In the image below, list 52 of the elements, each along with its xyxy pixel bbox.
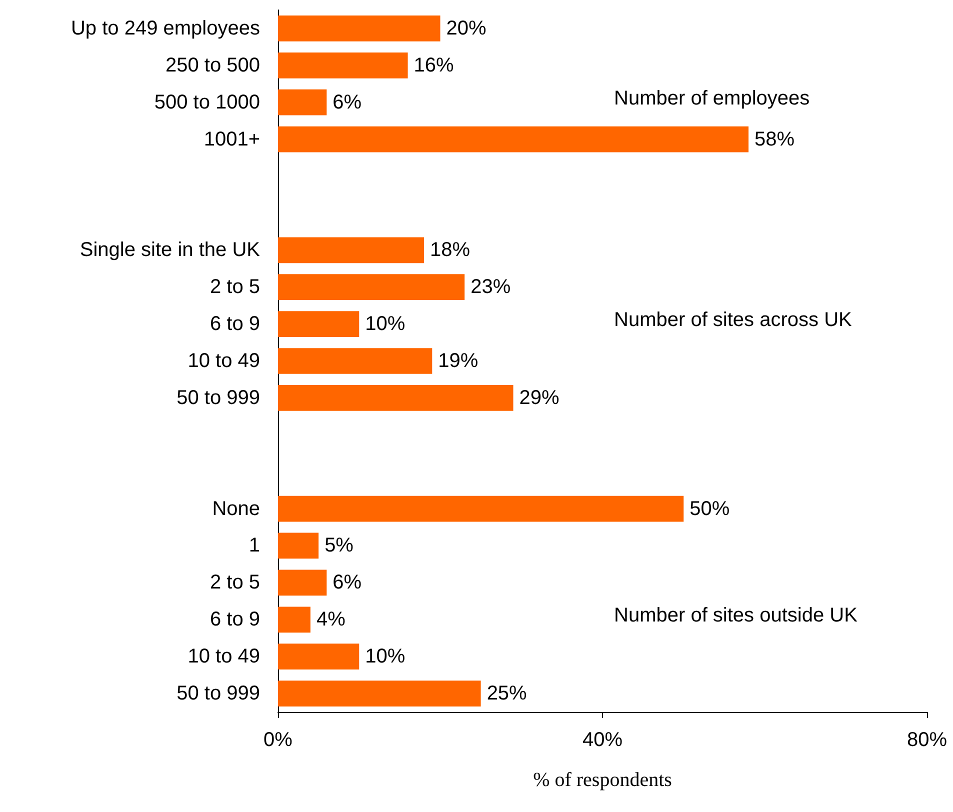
annotation: Number of employees: [614, 87, 810, 110]
data-label: 19%: [438, 350, 478, 372]
bar: [278, 644, 360, 670]
bar: [278, 680, 481, 706]
y-tick-label: 10 to 49: [188, 646, 260, 668]
y-tick-label: 50 to 999: [176, 386, 260, 409]
data-label: 20%: [446, 17, 486, 40]
data-label: 18%: [430, 239, 470, 262]
bar: [278, 52, 408, 78]
data-label: 4%: [316, 608, 346, 631]
bar: [278, 311, 360, 337]
data-label: 10%: [365, 646, 406, 668]
data-label: 25%: [486, 682, 528, 705]
data-label: 16%: [414, 54, 454, 76]
bar: [278, 89, 327, 116]
bar: [278, 274, 465, 300]
y-tick-label: Single site in the UK: [80, 239, 261, 262]
y-tick-label: 500 to 1000: [154, 91, 260, 114]
y-tick-label: 50 to 999: [176, 682, 260, 705]
data-label: 29%: [519, 386, 560, 409]
bar: [278, 496, 684, 522]
data-label: 50%: [690, 498, 730, 520]
data-label: 5%: [324, 534, 354, 557]
y-tick-label: 250 to 500: [165, 54, 260, 76]
bar: [278, 532, 319, 559]
y-tick-label: 10 to 49: [188, 350, 260, 372]
data-label: 23%: [470, 276, 511, 298]
x-axis-title: % of respondents: [533, 769, 672, 791]
annotation: Number of sites across UK: [614, 309, 853, 332]
y-tick-label: 1001+: [204, 128, 260, 150]
y-tick-label: 6 to 9: [210, 608, 260, 631]
bar: [278, 606, 310, 633]
bar: [278, 126, 749, 152]
y-tick-label: 2 to 5: [210, 276, 260, 298]
bar: [278, 570, 327, 596]
x-tick-label: 40%: [582, 729, 623, 751]
y-tick-label: 1: [248, 534, 260, 557]
bar: [278, 348, 432, 374]
y-tick-label: 6 to 9: [210, 313, 260, 336]
data-label: 6%: [332, 91, 362, 114]
y-tick-label: 2 to 5: [210, 572, 260, 594]
x-tick-label: 80%: [906, 729, 948, 751]
y-tick-label: None: [212, 498, 260, 520]
bar: [278, 16, 440, 42]
annotation: Number of sites outside UK: [614, 604, 858, 627]
data-label: 10%: [365, 313, 406, 336]
data-label: 6%: [332, 572, 362, 594]
bar: [278, 237, 424, 264]
y-tick-label: Up to 249 employees: [70, 17, 260, 40]
bar: [278, 385, 514, 411]
x-tick-label: 0%: [264, 729, 293, 751]
data-label: 58%: [754, 128, 795, 150]
